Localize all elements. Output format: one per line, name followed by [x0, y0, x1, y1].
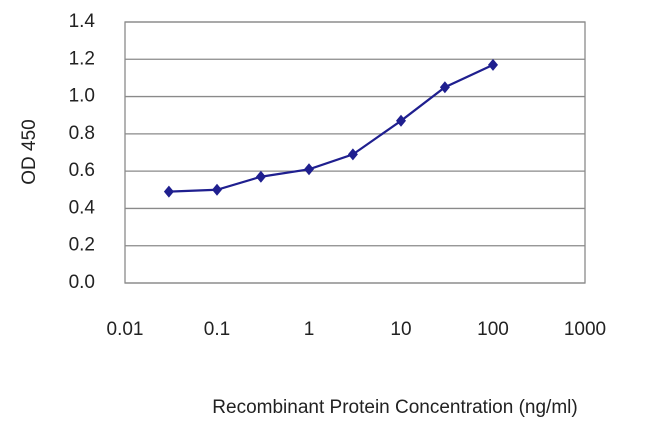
data-point [212, 183, 222, 196]
data-point [439, 81, 450, 94]
data-point [347, 148, 358, 161]
x-tick-label: 1000 [564, 319, 606, 340]
data-point [488, 58, 498, 71]
x-tick-label: 1 [304, 319, 315, 340]
y-tick-label: 1.4 [69, 11, 96, 32]
data-line [168, 63, 494, 193]
data-point [304, 163, 314, 176]
data-point [255, 170, 266, 183]
y-tick-label: 0.0 [69, 272, 95, 293]
x-tick-label: 0.01 [107, 319, 144, 340]
x-tick-label: 0.1 [204, 319, 230, 340]
y-tick-label: 0.4 [69, 197, 96, 218]
x-axis-label: Recombinant Protein Concentration (ng/ml… [212, 397, 577, 418]
x-tick-label: 100 [477, 319, 509, 340]
y-axis-label: OD 450 [19, 119, 40, 184]
data-point [396, 114, 406, 127]
x-tick-label: 10 [390, 319, 411, 340]
y-tick-label: 1.0 [69, 86, 95, 107]
y-tick-label: 0.2 [69, 235, 95, 256]
data-point [163, 185, 174, 198]
y-tick-label: 1.2 [69, 48, 95, 69]
y-tick-label: 0.8 [69, 123, 95, 144]
y-tick-label: 0.6 [69, 160, 95, 181]
